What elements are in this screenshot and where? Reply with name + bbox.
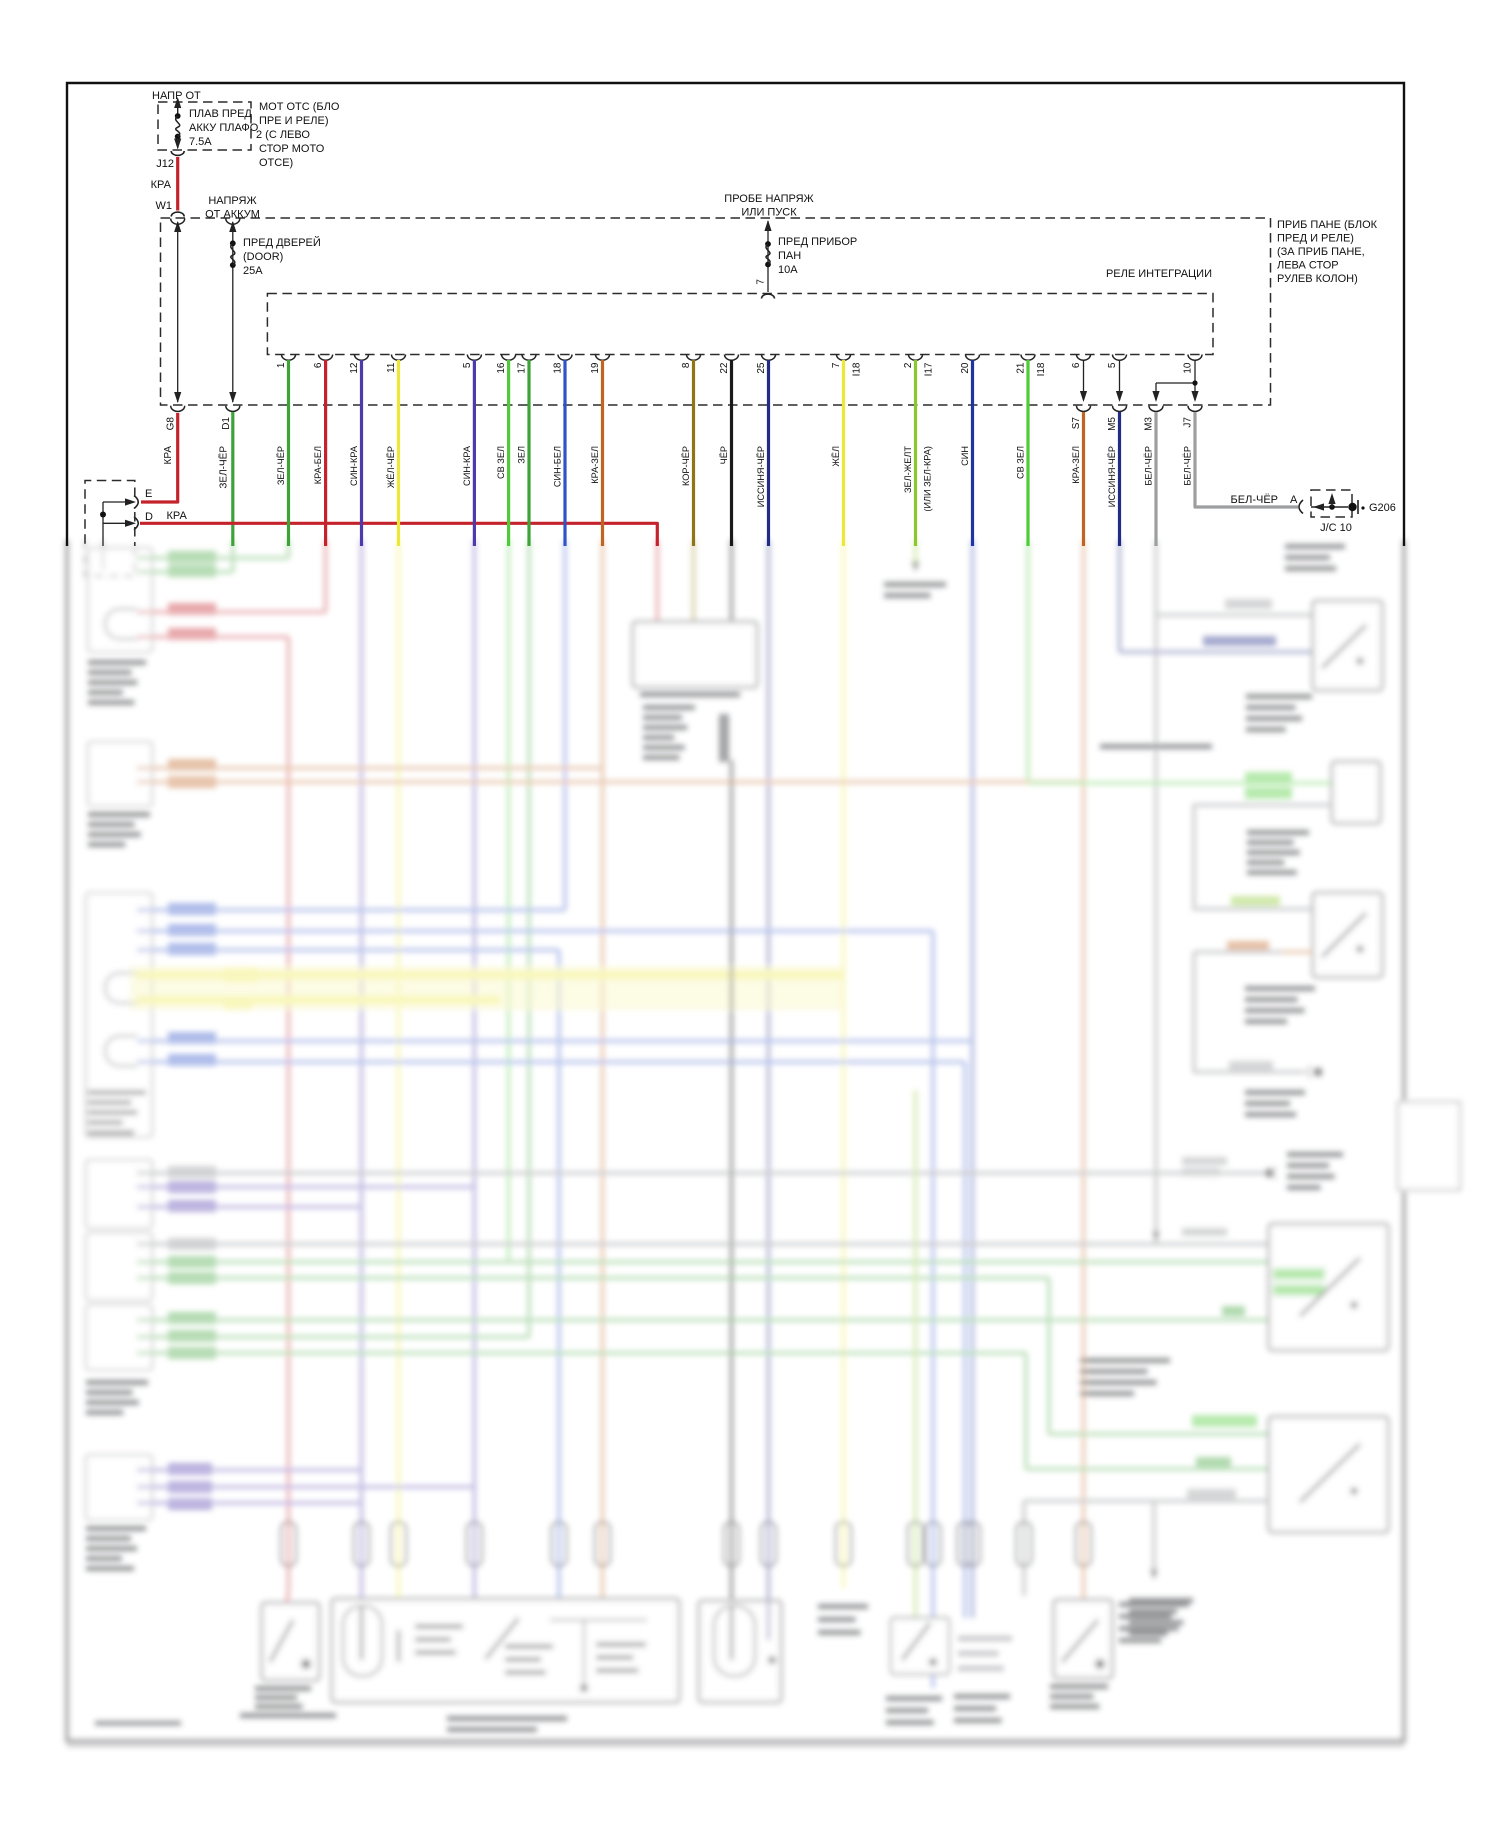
svg-text:СВ ЗЕЛ: СВ ЗЕЛ [496, 446, 506, 479]
svg-text:ПАН: ПАН [778, 250, 801, 262]
svg-text:ОТСЕ): ОТСЕ) [259, 157, 293, 169]
svg-text:КРА-БЕЛ: КРА-БЕЛ [313, 446, 323, 484]
svg-text:ПРЕД ДВЕРЕЙ: ПРЕД ДВЕРЕЙ [243, 236, 321, 249]
svg-text:2 (С ЛЕВО: 2 (С ЛЕВО [256, 129, 310, 141]
svg-text:ПРЕД ПРИБОР: ПРЕД ПРИБОР [778, 236, 857, 248]
svg-text:(ИЛИ ЗЕЛ-КРА): (ИЛИ ЗЕЛ-КРА) [923, 446, 933, 512]
svg-text:СИН-БЕЛ: СИН-БЕЛ [553, 446, 563, 487]
svg-text:БЕЛ-ЧЁР: БЕЛ-ЧЁР [1183, 446, 1193, 486]
svg-text:D1: D1 [221, 417, 232, 430]
svg-text:I18: I18 [1036, 362, 1047, 376]
svg-text:G206: G206 [1369, 502, 1396, 514]
svg-text:РУЛЕВ КОЛОН): РУЛЕВ КОЛОН) [1277, 273, 1358, 285]
svg-text:ЗЕЛ: ЗЕЛ [517, 446, 527, 464]
svg-text:СВ ЗЕЛ: СВ ЗЕЛ [1016, 446, 1026, 479]
svg-text:ЗЕЛ-ЧЁР: ЗЕЛ-ЧЁР [276, 446, 286, 485]
svg-text:СИН: СИН [960, 446, 970, 466]
svg-text:НАПРЯЖ: НАПРЯЖ [208, 195, 256, 207]
svg-text:БЕЛ-ЧЁР: БЕЛ-ЧЁР [1231, 494, 1278, 506]
svg-text:J12: J12 [156, 158, 174, 170]
svg-text:I17: I17 [924, 362, 935, 376]
svg-text:M3: M3 [1144, 417, 1155, 431]
svg-text:10A: 10A [778, 264, 798, 276]
svg-text:БЕЛ-ЧЁР: БЕЛ-ЧЁР [1144, 446, 1154, 486]
svg-text:5: 5 [462, 362, 473, 368]
svg-text:6: 6 [1071, 362, 1082, 368]
svg-text:МОТ ОТС (БЛО: МОТ ОТС (БЛО [259, 101, 340, 113]
svg-text:6: 6 [313, 362, 324, 368]
svg-text:19: 19 [590, 362, 601, 374]
svg-text:18: 18 [553, 362, 564, 374]
svg-text:ЖЁЛ-ЧЁР: ЖЁЛ-ЧЁР [386, 446, 396, 488]
svg-text:ПРЕ И РЕЛЕ): ПРЕ И РЕЛЕ) [259, 115, 329, 127]
svg-text:КОР-ЧЁР: КОР-ЧЁР [681, 446, 691, 486]
svg-text:ЗЕЛ-ЖЕЛТ: ЗЕЛ-ЖЕЛТ [903, 446, 913, 493]
svg-text:11: 11 [386, 362, 397, 373]
svg-text:ЖЁЛ: ЖЁЛ [831, 446, 841, 467]
svg-text:I18: I18 [852, 362, 863, 376]
svg-text:25: 25 [756, 362, 767, 374]
svg-text:8: 8 [681, 362, 692, 368]
svg-text:7: 7 [756, 279, 767, 285]
svg-text:25A: 25A [243, 265, 263, 277]
svg-text:M5: M5 [1107, 417, 1118, 431]
svg-text:17: 17 [517, 362, 528, 374]
svg-text:10: 10 [1183, 362, 1194, 374]
svg-text:КРА: КРА [167, 510, 188, 522]
svg-text:G8: G8 [166, 417, 177, 431]
svg-text:АККУ ПЛАФО: АККУ ПЛАФО [189, 122, 259, 134]
svg-text:D: D [145, 511, 153, 523]
svg-text:КРА: КРА [151, 179, 172, 191]
svg-text:ПРОБЕ НАПРЯЖ: ПРОБЕ НАПРЯЖ [724, 193, 813, 205]
svg-text:ИЛИ ПУСК: ИЛИ ПУСК [741, 207, 797, 219]
svg-text:E: E [145, 488, 152, 500]
svg-text:5: 5 [1107, 362, 1118, 368]
svg-text:7: 7 [831, 362, 842, 368]
svg-text:ПРЕД И РЕЛЕ): ПРЕД И РЕЛЕ) [1277, 233, 1354, 245]
svg-text:КРА-ЗЕЛ: КРА-ЗЕЛ [590, 446, 600, 484]
svg-text:2: 2 [903, 362, 914, 368]
svg-text:1: 1 [276, 362, 287, 368]
svg-text:КРА-ЗЕЛ: КРА-ЗЕЛ [1071, 446, 1081, 484]
svg-text:СИН-КРА: СИН-КРА [462, 445, 472, 486]
svg-text:12: 12 [349, 362, 360, 374]
svg-text:(DOOR): (DOOR) [243, 251, 283, 263]
svg-text:22: 22 [719, 362, 730, 374]
svg-text:КРА: КРА [163, 446, 174, 465]
svg-text:20: 20 [960, 362, 971, 374]
svg-text:J7: J7 [1183, 417, 1194, 428]
svg-text:ПРИБ ПАНЕ (БЛОК: ПРИБ ПАНЕ (БЛОК [1277, 219, 1378, 231]
svg-text:ИССИНЯ-ЧЁР: ИССИНЯ-ЧЁР [756, 446, 766, 507]
svg-text:ПЛАВ ПРЕД: ПЛАВ ПРЕД [189, 108, 252, 120]
svg-text:ОТ АККУМ: ОТ АККУМ [205, 209, 260, 221]
svg-text:W1: W1 [156, 200, 173, 212]
svg-text:ЧЁР: ЧЁР [719, 446, 729, 464]
svg-text:21: 21 [1016, 362, 1027, 374]
svg-text:ИССИНЯ-ЧЁР: ИССИНЯ-ЧЁР [1107, 446, 1117, 507]
svg-text:(ЗА ПРИБ ПАНЕ,: (ЗА ПРИБ ПАНЕ, [1277, 246, 1365, 258]
svg-text:S7: S7 [1071, 417, 1082, 430]
svg-text:ЗЕЛ-ЧЁР: ЗЕЛ-ЧЁР [218, 446, 230, 489]
svg-text:СИН-КРА: СИН-КРА [349, 445, 359, 486]
svg-text:7.5A: 7.5A [189, 136, 212, 148]
svg-text:16: 16 [496, 362, 507, 374]
svg-text:СТОР МОТО: СТОР МОТО [259, 143, 325, 155]
svg-text:ЛЕВА СТОР: ЛЕВА СТОР [1277, 260, 1339, 272]
svg-text:A: A [1290, 494, 1298, 506]
svg-text:НАПР ОТ: НАПР ОТ [152, 90, 201, 102]
svg-text:J/C 10: J/C 10 [1320, 522, 1352, 534]
svg-text:РЕЛЕ ИНТЕГРАЦИИ: РЕЛЕ ИНТЕГРАЦИИ [1106, 268, 1212, 280]
